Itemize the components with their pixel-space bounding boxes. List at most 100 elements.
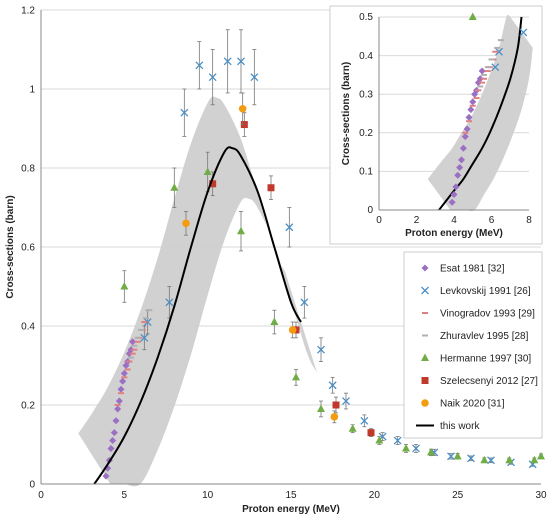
x-tick-label: 8 <box>526 215 532 226</box>
legend: Esat 1981 [32] Levkovskij 1991 [26] Vinogr… <box>403 251 543 439</box>
y-tick-label: 0.4 <box>359 51 373 62</box>
data-point <box>112 417 120 425</box>
x-axis-title: Proton energy (MeV) <box>405 228 503 239</box>
data-point <box>223 57 232 66</box>
data-point <box>519 28 528 37</box>
data-point <box>270 317 279 326</box>
x-tick-label: 2 <box>414 215 420 226</box>
inset-data <box>448 12 528 206</box>
x-tick-label: 10 <box>202 490 214 501</box>
x-tick-label: 6 <box>489 215 495 226</box>
data-point <box>328 381 337 390</box>
data-point <box>468 12 477 20</box>
y-tick-label: 0 <box>367 205 373 216</box>
data-point <box>463 125 471 133</box>
legend-swatch <box>421 399 429 407</box>
data-point <box>348 424 357 432</box>
this-work-curve <box>438 16 523 211</box>
data-point <box>467 454 475 463</box>
x-axis-title: Proton energy (MeV) <box>242 504 340 515</box>
data-point <box>495 47 503 56</box>
legend-swatch <box>421 264 429 272</box>
data-point <box>452 183 460 191</box>
data-point <box>129 338 137 346</box>
legend-item: Szelecsenyi 2012 [27] <box>421 376 538 387</box>
data-point <box>114 405 122 413</box>
data-point <box>317 345 325 354</box>
legend-item: this work <box>416 421 480 432</box>
data-point <box>459 144 467 152</box>
x-tick-label: 4 <box>451 215 457 226</box>
y-tick-label: 0.3 <box>359 89 373 100</box>
legend-label: Zhuravlev 1995 [28] <box>440 331 529 342</box>
data-point <box>165 298 174 307</box>
legend-label: Naik 2020 [31] <box>440 399 505 410</box>
legend-box <box>403 251 543 439</box>
data-point <box>120 369 128 377</box>
data-point <box>267 184 275 192</box>
y-tick-label: 1 <box>29 85 35 96</box>
data-point <box>109 437 117 445</box>
data-point <box>480 455 489 464</box>
y-tick-label: 0.6 <box>21 243 35 254</box>
legend-swatch <box>421 377 429 384</box>
data-point <box>487 456 495 465</box>
data-point <box>461 133 469 141</box>
data-point <box>412 444 420 453</box>
data-point <box>367 429 375 437</box>
x-tick-label: 5 <box>122 490 128 501</box>
data-point <box>300 298 309 307</box>
data-point <box>203 167 212 175</box>
data-point <box>180 108 189 117</box>
data-point <box>209 180 217 188</box>
legend-label: Szelecsenyi 2012 [27] <box>440 376 538 387</box>
legend-label: Esat 1981 [32] <box>440 264 505 275</box>
legend-item: Zhuravlev 1995 [28] <box>422 331 529 342</box>
legend-swatch <box>421 286 429 295</box>
data-point <box>208 73 217 82</box>
legend-label: Levkovskij 1991 [26] <box>440 286 531 297</box>
legend-label: this work <box>440 421 480 432</box>
y-tick-label: 0.5 <box>359 12 373 23</box>
data-point <box>120 282 129 290</box>
legend-item: Vinogradov 1993 [29] <box>422 309 535 320</box>
y-tick-label: 1.2 <box>21 6 35 17</box>
legend-label: Hermanne 1997 [30] <box>440 354 531 365</box>
y-axis-title: Cross-sections (barn) <box>5 195 16 298</box>
x-tick-label: 25 <box>452 490 464 501</box>
data-point <box>285 223 294 232</box>
y-tick-label: 0.4 <box>21 322 35 333</box>
data-point <box>478 67 486 75</box>
data-point <box>342 397 350 406</box>
data-point <box>143 318 152 327</box>
data-point <box>505 455 514 464</box>
data-point <box>195 61 204 70</box>
legend-label: Vinogradov 1993 [29] <box>440 309 535 320</box>
data-point <box>117 385 125 393</box>
data-point <box>292 372 300 381</box>
data-point <box>127 346 135 354</box>
legend-item: Esat 1981 [32] <box>421 264 505 275</box>
this-work-curve <box>93 146 302 485</box>
data-point <box>427 447 435 456</box>
data-point <box>332 401 340 409</box>
data-point <box>237 226 245 235</box>
data-point <box>453 451 462 460</box>
data-point <box>469 98 477 106</box>
y-tick-label: 0 <box>29 480 35 491</box>
y-axis-title: Cross-sections (barn) <box>341 62 352 165</box>
data-point <box>476 75 484 83</box>
data-point <box>402 443 410 452</box>
y-tick-label: 0.8 <box>21 164 35 175</box>
series-levkovskij-1991-26 <box>140 29 537 469</box>
y-tick-label: 0.1 <box>359 167 373 178</box>
data-point <box>454 171 462 179</box>
data-point <box>110 429 118 437</box>
series-naik-2020-31 <box>182 92 339 424</box>
data-point <box>102 472 110 480</box>
inset-plot: 0 0.1 0.2 0.3 0.4 0.5 0 2 4 6 8 Proton energy (MeV)… <box>341 12 533 239</box>
data-point <box>288 326 297 334</box>
data-point <box>317 404 325 412</box>
data-point <box>456 164 464 172</box>
